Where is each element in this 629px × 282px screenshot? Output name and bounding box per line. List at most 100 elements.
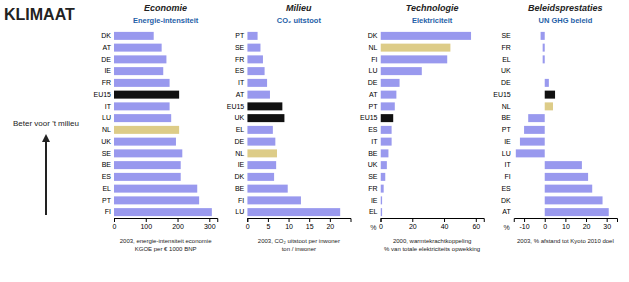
y-tick-label: BE: [501, 114, 511, 121]
x-axis: -100102030: [514, 218, 617, 230]
x-tick-label: -10: [520, 223, 530, 230]
y-tick-label: EU15: [493, 91, 511, 98]
bar: [544, 67, 545, 75]
y-tick-label: LU: [102, 114, 111, 121]
y-tick: EL: [502, 56, 511, 63]
footnote-line: ton / inwoner: [282, 246, 316, 252]
x-tick: 20: [409, 218, 417, 230]
x-tick-mark: [381, 218, 382, 222]
x-tick-label: 100: [140, 223, 152, 230]
y-tick-label: DK: [368, 32, 378, 39]
y-tick: LU: [502, 150, 511, 157]
bar: [381, 185, 384, 193]
y-tick-label: LU: [502, 150, 511, 157]
chart-container: KLIMAATBeter voor 't milieuEconomieEnerg…: [0, 0, 629, 282]
y-tick-label: IT: [505, 161, 512, 168]
y-tick-label: UK: [235, 114, 245, 121]
y-tick-label: PT: [102, 197, 112, 204]
x-tick-mark: [178, 218, 179, 222]
panel-title: Economie: [144, 3, 187, 13]
x-tick-label: 15: [306, 223, 314, 230]
y-tick-label: AT: [369, 91, 378, 98]
bar: [528, 114, 545, 122]
bar: [247, 55, 263, 63]
y-tick: ES: [102, 173, 112, 180]
y-tick: SE: [368, 173, 378, 180]
bar: [381, 67, 422, 75]
x-tick: -10: [520, 218, 530, 230]
x-tick-label: 0: [543, 223, 547, 230]
bar: [247, 185, 287, 193]
y-tick: AT: [502, 208, 511, 215]
bar: [381, 91, 397, 99]
y-tick: UK: [235, 114, 245, 121]
x-tick-label: 5: [266, 223, 270, 230]
y-tick-label: DK: [501, 197, 511, 204]
bars: [381, 32, 472, 216]
panel-title: Milieu: [286, 3, 312, 13]
y-tick-label: EU15: [93, 91, 111, 98]
x-tick-mark: [289, 218, 290, 222]
y-tick-label: NL: [235, 150, 244, 157]
x-axis: 05101520: [246, 218, 351, 230]
y-tick-label: EL: [502, 56, 511, 63]
y-tick-label: EL: [369, 208, 378, 215]
bar: [381, 126, 392, 134]
y-tick-label: DE: [368, 79, 378, 86]
y-tick-label: ES: [235, 67, 245, 74]
y-tick-label: FI: [238, 197, 244, 204]
y-tick: NL: [369, 44, 378, 51]
y-tick: PT: [235, 32, 245, 39]
y-tick-label: IT: [371, 138, 378, 145]
x-tick-label: 20: [409, 223, 417, 230]
y-tick: BE: [368, 150, 378, 157]
chart-svg: KLIMAATBeter voor 't milieuEconomieEnerg…: [0, 0, 629, 282]
bar: [247, 126, 273, 134]
y-tick: EL: [236, 126, 245, 133]
x-tick: 15: [306, 218, 314, 230]
panel: TechnologieElektriciteit0204060DKNLFILUD…: [360, 3, 484, 252]
y-tick: FR: [102, 79, 111, 86]
y-tick: UK: [501, 67, 511, 74]
y-tick-label: ES: [501, 185, 511, 192]
x-axis-line: [514, 219, 617, 223]
y-tick-label: ES: [102, 173, 112, 180]
panel: MilieuCO₂ uitstoot05101520PTSEFRESITATEU…: [227, 3, 351, 252]
y-tick: DK: [235, 173, 245, 180]
y-tick-label: EU15: [227, 103, 245, 110]
y-tick: FR: [501, 44, 510, 51]
bar: [381, 44, 451, 52]
y-tick-label: NL: [369, 44, 378, 51]
y-tick: DK: [368, 32, 378, 39]
bar: [114, 79, 170, 87]
bar: [516, 149, 545, 157]
y-tick-label: PT: [235, 32, 245, 39]
y-tick-label: PT: [502, 126, 512, 133]
bar: [247, 79, 267, 87]
footnote: 2003, energie-intensiteit economieKGOE p…: [120, 238, 212, 252]
y-tick: DE: [235, 138, 245, 145]
x-tick-mark: [114, 218, 115, 222]
bar: [114, 91, 179, 99]
bar: [381, 102, 395, 110]
x-tick-label: 200: [172, 223, 184, 230]
x-tick: 20: [583, 218, 591, 230]
bar: [520, 138, 545, 146]
y-tick-label: FR: [501, 44, 510, 51]
x-tick-mark: [268, 218, 269, 222]
bar: [381, 208, 383, 216]
x-tick-mark: [412, 218, 413, 222]
bar: [543, 44, 545, 52]
x-tick-mark: [565, 218, 566, 222]
x-tick: 100: [140, 218, 152, 230]
axis-unit: %: [370, 224, 376, 231]
y-tick: ES: [235, 67, 245, 74]
bar: [247, 44, 260, 52]
y-tick-label: UK: [501, 67, 511, 74]
panel: EconomieEnergie-intensiteit0100200300DKA…: [93, 3, 217, 252]
bar: [247, 196, 301, 204]
y-tick: AT: [236, 91, 245, 98]
panel-title: Technologie: [406, 3, 459, 13]
footnote: 2003, CO₂ uitstoot per inwonerton / inwo…: [258, 238, 340, 252]
bar: [381, 79, 400, 87]
